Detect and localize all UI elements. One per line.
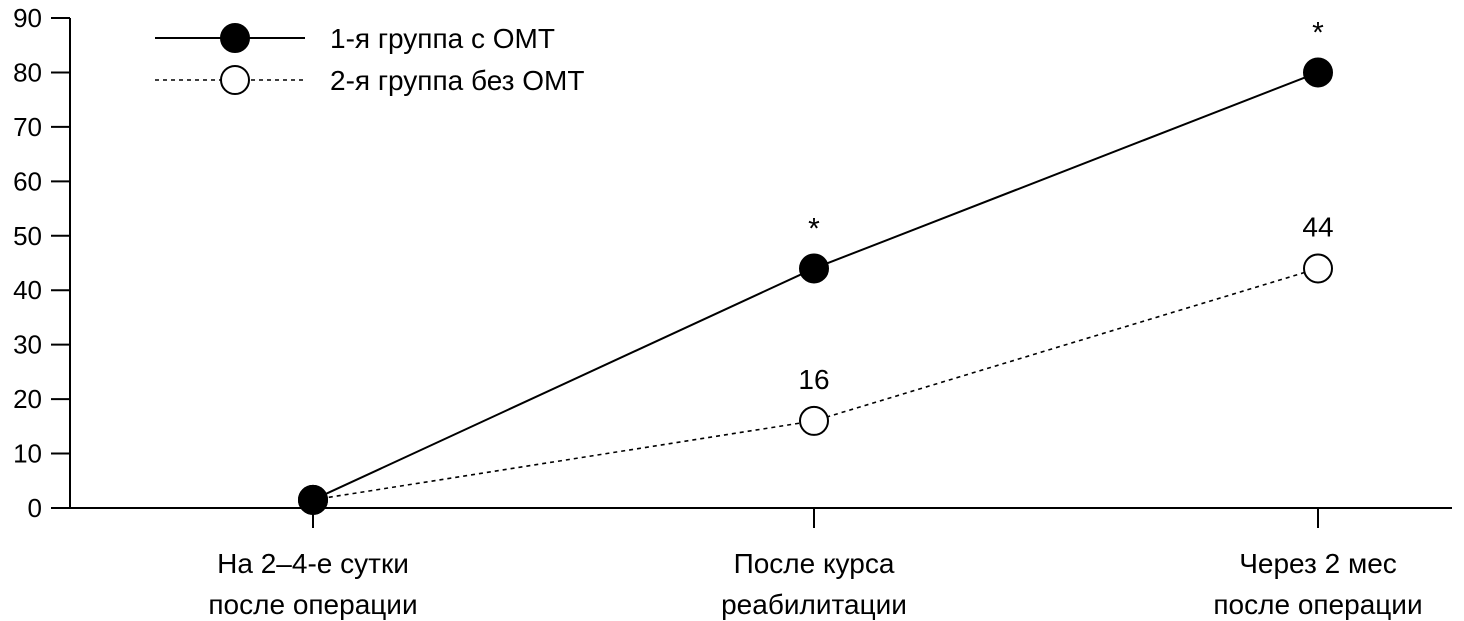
x-tick-label: после операции <box>208 589 417 620</box>
y-tick-label: 80 <box>13 57 42 87</box>
data-point <box>799 405 829 436</box>
legend-marker <box>220 23 250 53</box>
data-point <box>1303 253 1333 284</box>
legend-label: 2-я группа без ОМТ <box>330 65 585 96</box>
y-tick-label: 20 <box>13 384 42 414</box>
x-tick-label: На 2–4-е сутки <box>217 548 409 579</box>
y-tick-label: 60 <box>13 166 42 196</box>
y-tick-label: 10 <box>13 439 42 469</box>
y-tick-label: 70 <box>13 112 42 142</box>
data-point <box>799 253 829 284</box>
y-tick-label: 40 <box>13 275 42 305</box>
legend-marker <box>220 65 250 95</box>
data-label: * <box>808 212 820 245</box>
data-label: * <box>1312 16 1324 49</box>
x-tick-label: реабилитации <box>721 589 907 620</box>
legend-label: 1-я группа с ОМТ <box>330 23 555 54</box>
x-tick-label: После курса <box>734 548 895 579</box>
y-tick-label: 50 <box>13 221 42 251</box>
data-label: 16 <box>798 364 829 395</box>
y-tick-label: 30 <box>13 330 42 360</box>
data-point <box>298 484 328 515</box>
data-point <box>1303 57 1333 88</box>
x-tick-label: после операции <box>1213 589 1422 620</box>
y-tick-label: 0 <box>28 493 42 523</box>
x-tick-label: Через 2 мес <box>1239 548 1397 579</box>
data-label: 44 <box>1302 211 1333 242</box>
y-tick-label: 90 <box>13 3 42 33</box>
